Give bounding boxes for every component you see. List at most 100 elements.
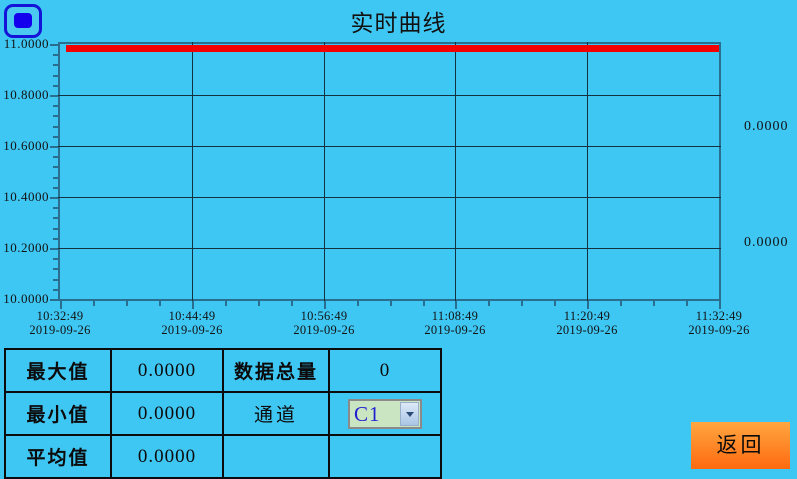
page-title: 实时曲线 [350, 11, 447, 36]
total-count-label: 数据总量 [222, 348, 330, 393]
x-axis-major-tick [455, 301, 457, 309]
table-row: 平均值 0.0000 [4, 434, 442, 479]
y-axis-minor-tick [53, 166, 58, 168]
x-axis-tick-date: 2019-09-26 [688, 323, 750, 337]
gridline-h [58, 146, 721, 147]
y-axis-minor-tick [53, 268, 58, 270]
y-axis-major-tick [50, 95, 58, 97]
y-axis-major-tick [50, 44, 58, 46]
y-axis-minor-tick [53, 258, 58, 260]
gridline-v [192, 42, 193, 301]
app-window-icon-inner [14, 13, 32, 28]
y-axis-minor-tick [53, 64, 58, 66]
x-axis-tick-time: 11:08:49 [431, 309, 479, 323]
stats-table: 最大值 0.0000 数据总量 0 最小值 0.0000 通道 C1 平均值 0… [4, 348, 442, 479]
x-axis-major-tick [192, 301, 194, 309]
x-axis-minor-tick [126, 301, 128, 306]
y-axis-minor-tick [53, 228, 58, 230]
x-axis-tick-label: 11:08:49 2019-09-26 [424, 309, 485, 337]
app-window-icon[interactable] [4, 4, 42, 38]
x-axis-minor-tick [620, 301, 622, 306]
total-count-value: 0 [328, 348, 442, 393]
table-row: 最小值 0.0000 通道 C1 [4, 391, 442, 436]
x-axis-minor-tick [521, 301, 523, 306]
gridline-h [58, 248, 721, 249]
min-label: 最小值 [4, 391, 112, 436]
y-axis-minor-tick [53, 279, 58, 281]
y-axis-tick-label: 10.8000 [3, 87, 49, 102]
gridline-h [58, 197, 721, 198]
y-axis-minor-tick [53, 289, 58, 291]
y-axis-tick-label: 11.0000 [3, 36, 49, 51]
y-axis-minor-tick [53, 238, 58, 240]
right-readout-value: 0.0000 [744, 235, 789, 250]
plot-frame [58, 42, 721, 301]
y-axis-minor-tick [53, 75, 58, 77]
x-axis-minor-tick [686, 301, 688, 306]
x-axis-tick-label: 11:32:49 2019-09-26 [688, 309, 749, 337]
x-axis-minor-tick [225, 301, 227, 306]
gridline-v [455, 42, 456, 301]
x-axis-minor-tick [258, 301, 260, 306]
x-axis-major-tick [324, 301, 326, 309]
x-axis-tick-time: 10:32:49 [36, 309, 84, 323]
realtime-chart [58, 42, 721, 301]
return-button[interactable]: 返回 [691, 422, 790, 469]
y-axis-major-tick [50, 248, 58, 250]
gridline-h [58, 95, 721, 96]
x-axis-minor-tick [93, 301, 95, 306]
x-axis-tick-date: 2019-09-26 [556, 323, 618, 337]
x-axis-major-tick [719, 301, 721, 309]
average-value: 0.0000 [110, 434, 224, 479]
x-axis-tick-label: 11:20:49 2019-09-26 [556, 309, 617, 337]
x-axis-tick-date: 2019-09-26 [293, 323, 355, 337]
x-axis-major-tick [587, 301, 589, 309]
empty-cell [222, 434, 330, 479]
table-row: 最大值 0.0000 数据总量 0 [4, 348, 442, 393]
x-axis-minor-tick [423, 301, 425, 306]
x-axis-tick-label: 10:56:49 2019-09-26 [293, 309, 354, 337]
series-line-c1 [66, 45, 719, 52]
x-axis-tick-time: 10:44:49 [168, 309, 216, 323]
y-axis-minor-tick [53, 177, 58, 179]
channel-select[interactable]: C1 [348, 398, 422, 429]
x-axis-tick-time: 11:32:49 [695, 309, 743, 323]
y-axis-minor-tick [53, 54, 58, 56]
y-axis-minor-tick [53, 187, 58, 189]
x-axis-minor-tick [653, 301, 655, 306]
right-readout-value: 0.0000 [744, 119, 789, 134]
x-axis-tick-label: 10:44:49 2019-09-26 [161, 309, 222, 337]
x-axis-tick-label: 10:32:49 2019-09-26 [29, 309, 90, 337]
empty-cell [328, 434, 442, 479]
x-axis-minor-tick [488, 301, 490, 306]
x-axis-tick-date: 2019-09-26 [161, 323, 223, 337]
min-value: 0.0000 [110, 391, 224, 436]
chevron-down-icon[interactable] [400, 401, 419, 426]
y-axis-minor-tick [53, 105, 58, 107]
x-axis-tick-date: 2019-09-26 [29, 323, 91, 337]
y-axis-tick-label: 10.4000 [3, 189, 49, 204]
y-axis-tick-label: 10.6000 [3, 138, 49, 153]
max-label: 最大值 [4, 348, 112, 393]
x-axis-minor-tick [357, 301, 359, 306]
x-axis-minor-tick [291, 301, 293, 306]
x-axis-minor-tick [554, 301, 556, 306]
gridline-v [587, 42, 588, 301]
max-value: 0.0000 [110, 348, 224, 393]
x-axis-tick-time: 11:20:49 [563, 309, 611, 323]
y-axis-minor-tick [53, 126, 58, 128]
y-axis-minor-tick [53, 156, 58, 158]
y-axis-major-tick [50, 299, 58, 301]
y-axis-major-tick [50, 146, 58, 148]
y-axis-minor-tick [53, 207, 58, 209]
y-axis-minor-tick [53, 217, 58, 219]
x-axis-minor-tick [159, 301, 161, 306]
y-axis-minor-tick [53, 115, 58, 117]
x-axis-tick-time: 10:56:49 [300, 309, 348, 323]
channel-select-cell: C1 [328, 391, 442, 436]
x-axis-major-tick [60, 301, 62, 309]
y-axis-minor-tick [53, 136, 58, 138]
x-axis-minor-tick [390, 301, 392, 306]
channel-label: 通道 [222, 391, 330, 436]
y-axis-major-tick [50, 197, 58, 199]
